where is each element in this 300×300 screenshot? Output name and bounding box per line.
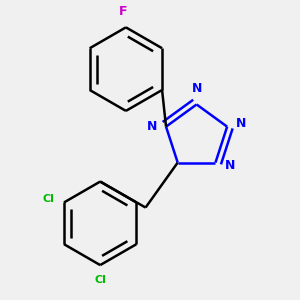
Text: N: N [147, 120, 157, 133]
Text: F: F [118, 5, 127, 18]
Text: N: N [191, 82, 202, 95]
Text: Cl: Cl [43, 194, 54, 204]
Text: N: N [236, 117, 247, 130]
Text: N: N [224, 159, 235, 172]
Text: Cl: Cl [94, 275, 106, 285]
